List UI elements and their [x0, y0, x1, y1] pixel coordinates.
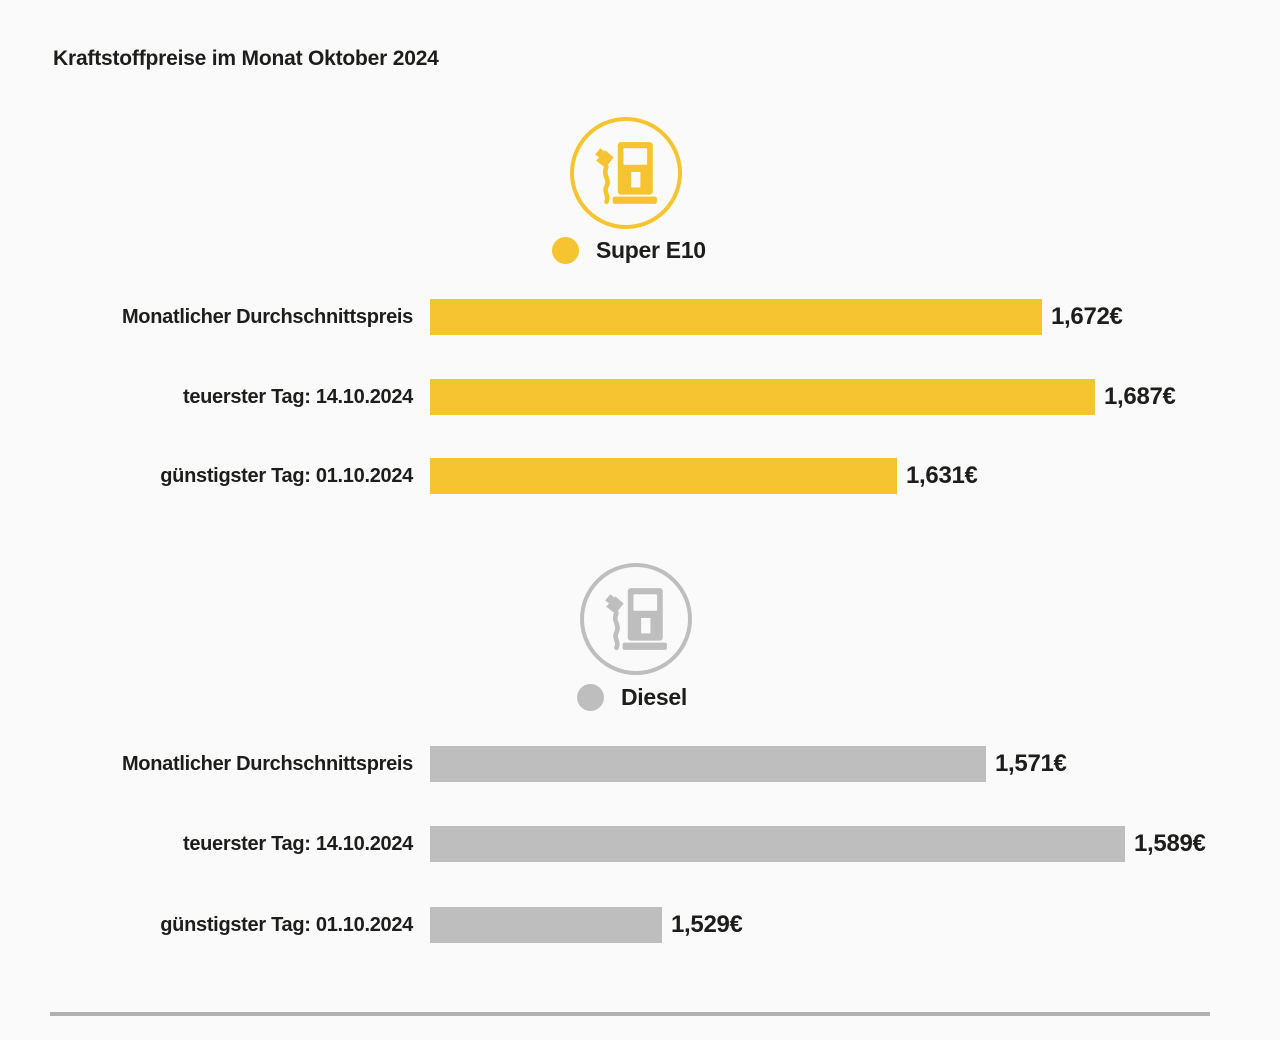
fuel-pump-icon	[605, 588, 667, 651]
bar-category-label: günstigster Tag: 01.10.2024	[160, 464, 413, 487]
bar-row-diesel-min: günstigster Tag: 01.10.2024 1,529€	[0, 907, 743, 943]
bar-diesel-teuerster-tag	[430, 826, 1125, 862]
bottom-divider	[50, 1012, 1210, 1016]
legend-super-e10: Super E10	[552, 237, 706, 264]
legend-label-diesel: Diesel	[621, 684, 687, 710]
bar-category-label: teuerster Tag: 14.10.2024	[182, 832, 413, 855]
bar-value-label: 1,672€	[1051, 303, 1123, 330]
bar-category-label: günstigster Tag: 01.10.2024	[160, 913, 413, 936]
bar-category-label: Monatlicher Durchschnittspreis	[121, 305, 413, 328]
bar-category-label: teuerster Tag: 14.10.2024	[182, 385, 413, 408]
bar-value-label: 1,529€	[671, 911, 743, 938]
bar-row-diesel-avg: Monatlicher Durchschnittspreis 1,571€	[0, 746, 1067, 782]
bar-super-e10-guenstigster-tag	[430, 458, 897, 494]
bar-category-label: Monatlicher Durchschnittspreis	[121, 752, 413, 775]
bar-diesel-durchschnitt	[430, 746, 986, 782]
bar-row-super-min: günstigster Tag: 01.10.2024 1,631€	[0, 458, 978, 494]
chart-title: Kraftstoffpreise im Monat Oktober 2024	[53, 47, 439, 70]
bar-value-label: 1,571€	[995, 750, 1067, 777]
bar-super-e10-durchschnitt	[430, 299, 1042, 335]
legend-dot-super-e10	[552, 237, 579, 264]
bar-value-label: 1,687€	[1104, 383, 1176, 410]
legend-dot-diesel	[577, 684, 604, 711]
legend-diesel: Diesel	[577, 684, 687, 711]
bar-super-e10-teuerster-tag	[430, 379, 1095, 415]
legend-label-super-e10: Super E10	[596, 237, 706, 263]
bar-value-label: 1,631€	[906, 462, 978, 489]
bar-row-super-avg: Monatlicher Durchschnittspreis 1,672€	[0, 299, 1123, 335]
bar-row-diesel-max: teuerster Tag: 14.10.2024 1,589€	[0, 826, 1206, 862]
fuel-pump-badge-super-e10	[570, 117, 682, 229]
bar-diesel-guenstigster-tag	[430, 907, 662, 943]
bar-row-super-max: teuerster Tag: 14.10.2024 1,687€	[0, 379, 1176, 415]
fuel-pump-icon	[595, 142, 657, 205]
bar-value-label: 1,589€	[1134, 830, 1206, 857]
fuel-pump-badge-diesel	[580, 563, 692, 675]
